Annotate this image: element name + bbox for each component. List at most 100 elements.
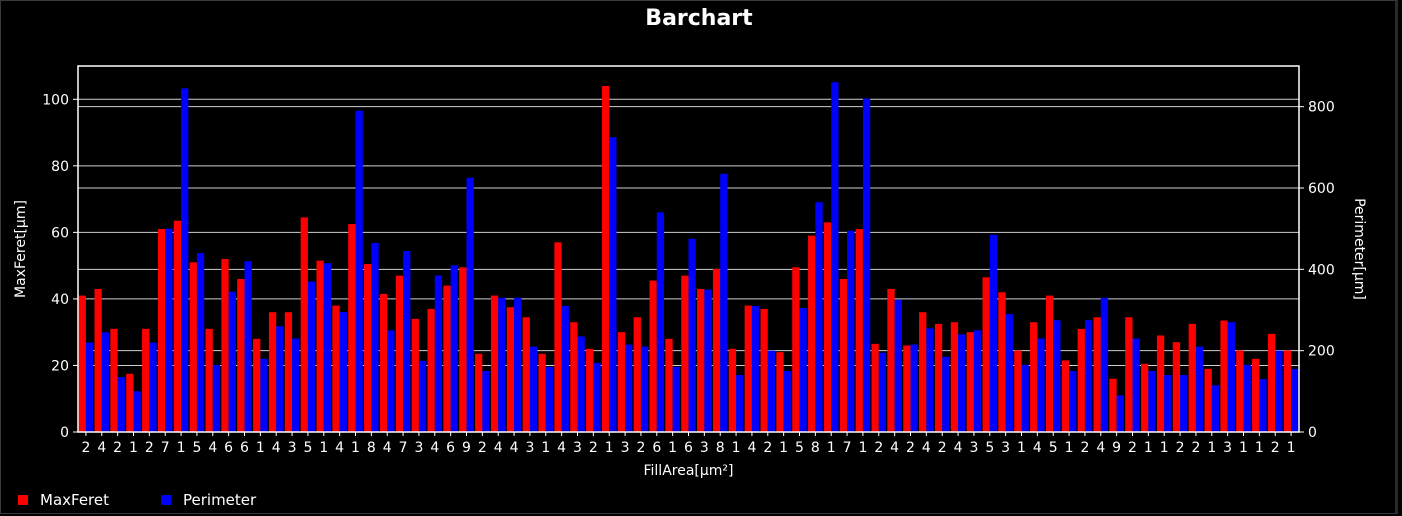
x-tick-label-31: 3 <box>573 440 582 456</box>
bar-perimeter-8 <box>212 364 221 432</box>
bar-perimeter-52 <box>910 344 918 432</box>
x-tick-label-17: 1 <box>351 440 360 456</box>
right-tick-label-0: 0 <box>1308 425 1317 441</box>
bar-perimeter-20 <box>403 251 411 432</box>
x-tick-label-73: 1 <box>1239 440 1248 456</box>
bar-perimeter-4 <box>149 342 157 432</box>
bar-perimeter-19 <box>387 330 395 432</box>
legend-item-perimeter[interactable]: Perimeter <box>161 491 256 509</box>
bar-maxferet-8 <box>205 328 213 432</box>
bar-perimeter-68 <box>1164 375 1172 432</box>
right-tick-label-1: 200 <box>1308 344 1335 360</box>
bar-perimeter-66 <box>1132 338 1140 432</box>
left-tick-label-5: 100 <box>42 92 69 108</box>
bar-maxferet-74 <box>1252 358 1260 432</box>
bar-perimeter-50 <box>878 352 887 432</box>
x-tick-label-71: 1 <box>1207 440 1216 456</box>
left-axis-ticks: 0 20 40 60 80 100 <box>42 92 78 441</box>
bar-maxferet-6 <box>173 220 182 432</box>
left-tick-label-0: 0 <box>60 425 69 441</box>
bar-maxferet-2 <box>110 328 118 432</box>
bar-maxferet-53 <box>919 312 927 432</box>
bar-maxferet-31 <box>570 322 578 432</box>
legend-swatch-maxferet <box>18 495 28 505</box>
bar-maxferet-33 <box>601 85 610 433</box>
x-tick-label-61: 5 <box>1049 440 1058 456</box>
bar-perimeter-70 <box>1195 346 1204 432</box>
x-tick-label-44: 1 <box>779 440 788 456</box>
x-tick-label-33: 1 <box>605 440 614 456</box>
x-tick-label-25: 2 <box>478 440 487 456</box>
left-axis-label: MaxFeret[µm] <box>13 200 29 298</box>
bar-perimeter-58 <box>1005 314 1013 432</box>
left-tick-label-1: 20 <box>51 358 69 374</box>
bar-maxferet-13 <box>284 312 293 432</box>
x-tick-label-60: 4 <box>1033 440 1042 456</box>
bar-maxferet-39 <box>697 288 705 432</box>
bar-maxferet-46 <box>808 235 816 432</box>
legend-label-perimeter: Perimeter <box>183 491 257 509</box>
x-tick-label-38: 6 <box>684 440 693 456</box>
bar-perimeter-46 <box>815 202 823 432</box>
x-tick-label-70: 2 <box>1191 440 1200 456</box>
bar-perimeter-7 <box>196 253 205 432</box>
bar-maxferet-56 <box>966 332 974 432</box>
bar-maxferet-75 <box>1267 333 1276 432</box>
bar-perimeter-29 <box>545 366 554 432</box>
bar-perimeter-44 <box>783 371 791 432</box>
x-tick-label-10: 6 <box>240 440 249 456</box>
bar-maxferet-14 <box>300 217 308 432</box>
x-tick-label-45: 5 <box>795 440 804 456</box>
bar-perimeter-61 <box>1053 320 1061 432</box>
bar-perimeter-42 <box>751 305 760 432</box>
bar-maxferet-4 <box>142 328 150 432</box>
bar-perimeter-16 <box>339 312 347 432</box>
bar-maxferet-11 <box>253 338 261 432</box>
bar-maxferet-68 <box>1156 335 1165 432</box>
x-tick-label-16: 4 <box>335 440 344 456</box>
right-tick-label-2: 400 <box>1308 262 1335 278</box>
x-tick-label-55: 4 <box>954 440 963 456</box>
bar-maxferet-23 <box>443 285 451 432</box>
x-tick-label-66: 2 <box>1128 440 1137 456</box>
bar-maxferet-48 <box>839 278 848 432</box>
bar-perimeter-43 <box>767 350 776 432</box>
bar-maxferet-44 <box>776 352 784 432</box>
bar-perimeter-15 <box>323 263 332 432</box>
bar-maxferet-52 <box>903 345 911 432</box>
x-tick-label-54: 2 <box>938 440 947 456</box>
bar-perimeter-26 <box>498 297 506 432</box>
x-tick-label-9: 6 <box>224 440 233 456</box>
bar-maxferet-27 <box>506 307 515 432</box>
x-tick-label-26: 4 <box>494 440 503 456</box>
bar-perimeter-27 <box>514 297 522 432</box>
bar-maxferet-45 <box>792 267 800 432</box>
legend-item-maxferet[interactable]: MaxFeret <box>18 491 109 509</box>
bar-perimeter-31 <box>577 336 585 432</box>
bar-maxferet-58 <box>998 292 1006 432</box>
bar-maxferet-30 <box>554 242 562 432</box>
bar-maxferet-69 <box>1172 342 1181 432</box>
x-tick-label-64: 4 <box>1096 440 1105 456</box>
bar-perimeter-56 <box>973 330 982 432</box>
x-tick-label-24: 9 <box>462 440 471 456</box>
x-tick-label-3: 1 <box>129 440 138 456</box>
x-tick-label-40: 8 <box>716 440 725 456</box>
x-tick-label-12: 4 <box>272 440 281 456</box>
bar-perimeter-45 <box>799 307 807 432</box>
bar-maxferet-63 <box>1077 328 1085 432</box>
bar-perimeter-76 <box>1291 368 1299 432</box>
bar-perimeter-28 <box>529 346 538 432</box>
bar-perimeter-32 <box>593 362 601 432</box>
x-tick-label-22: 4 <box>430 440 439 456</box>
x-tick-label-21: 3 <box>414 440 423 456</box>
bar-maxferet-22 <box>427 308 435 432</box>
bar-perimeter-35 <box>640 346 649 432</box>
bar-maxferet-49 <box>855 229 863 432</box>
bar-maxferet-64 <box>1093 317 1101 432</box>
bar-perimeter-55 <box>958 334 966 432</box>
bar-maxferet-34 <box>617 332 626 432</box>
bar-maxferet-20 <box>395 275 404 432</box>
bar-maxferet-18 <box>364 263 372 432</box>
bar-maxferet-26 <box>490 295 499 432</box>
